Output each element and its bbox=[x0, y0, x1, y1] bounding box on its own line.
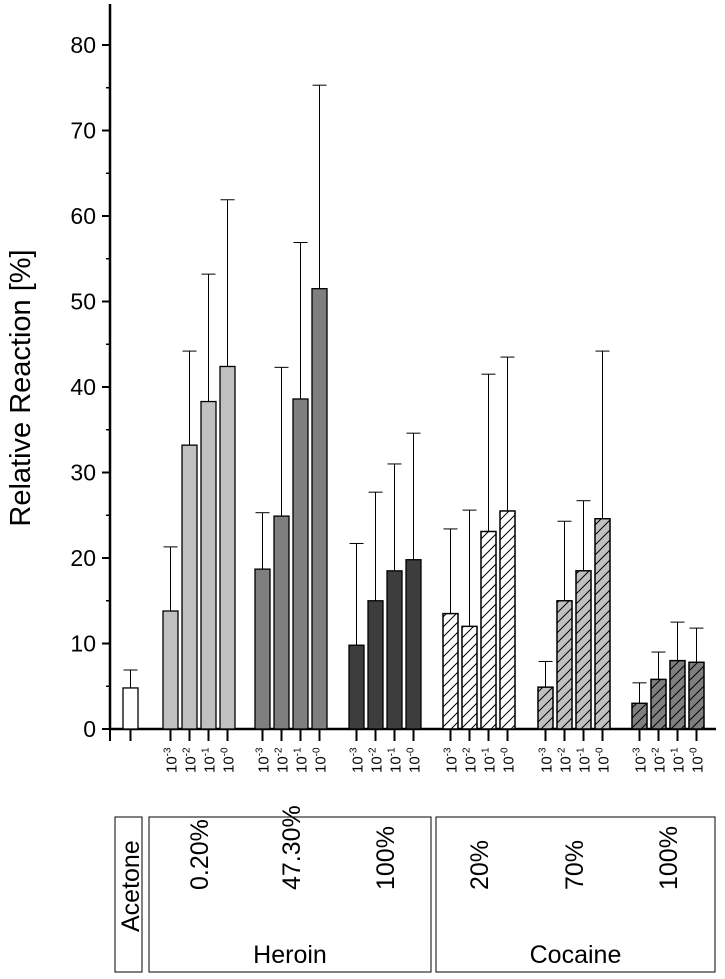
y-tick-label: 0 bbox=[83, 716, 96, 742]
bar bbox=[273, 515, 290, 730]
bar-hatch bbox=[537, 686, 554, 730]
x-tick-label: 10-2 bbox=[462, 747, 480, 773]
x-tick-label: 10-0 bbox=[406, 747, 424, 773]
bar-hatch bbox=[442, 612, 459, 730]
bar bbox=[162, 610, 179, 730]
x-tick-label: 10-2 bbox=[557, 747, 575, 773]
category-box bbox=[114, 816, 143, 973]
purity-label: 0.20% bbox=[186, 819, 214, 890]
bar bbox=[348, 644, 365, 730]
bar bbox=[386, 570, 403, 730]
x-tick-label: 10-0 bbox=[220, 747, 238, 773]
x-tick-label: 10-2 bbox=[274, 747, 292, 773]
x-tick-label: 10-3 bbox=[443, 747, 461, 773]
y-tick-label: 10 bbox=[70, 631, 96, 657]
x-tick-label: 10-0 bbox=[689, 747, 707, 773]
bar-hatch bbox=[461, 625, 478, 730]
category-box bbox=[148, 816, 432, 973]
x-tick-label: 10-0 bbox=[595, 747, 613, 773]
x-tick-label: 10-1 bbox=[481, 747, 499, 773]
bar-hatch bbox=[575, 570, 592, 730]
bar-hatch bbox=[650, 678, 667, 730]
bar bbox=[405, 559, 422, 730]
purity-label: 47.30% bbox=[278, 805, 306, 890]
bar-hatch bbox=[688, 661, 705, 730]
y-axis-label: Relative Reaction [%] bbox=[5, 249, 37, 526]
category-box bbox=[435, 816, 716, 973]
x-tick-label: 10-2 bbox=[182, 747, 200, 773]
y-tick-label: 80 bbox=[70, 32, 96, 58]
category-label: Heroin bbox=[253, 941, 327, 969]
bar bbox=[122, 687, 139, 730]
bar-hatch bbox=[594, 518, 611, 730]
x-tick-label: 10-3 bbox=[255, 747, 273, 773]
x-tick-label: 10-3 bbox=[632, 747, 650, 773]
bar bbox=[181, 444, 198, 730]
purity-label: 70% bbox=[561, 840, 589, 890]
bar bbox=[292, 398, 309, 730]
bar-hatch bbox=[669, 659, 686, 730]
y-tick-label: 20 bbox=[70, 545, 96, 571]
y-tick-label: 50 bbox=[70, 289, 96, 315]
bar-hatch bbox=[480, 530, 497, 730]
bar-hatch bbox=[499, 510, 516, 730]
x-tick-label: 10-3 bbox=[163, 747, 181, 773]
x-tick-label: 10-3 bbox=[538, 747, 556, 773]
x-tick-label: 10-1 bbox=[576, 747, 594, 773]
x-tick-label: 10-0 bbox=[500, 747, 518, 773]
bar-hatch bbox=[631, 702, 648, 730]
purity-label: 100% bbox=[655, 826, 683, 890]
y-tick-label: 60 bbox=[70, 203, 96, 229]
bar bbox=[200, 400, 217, 730]
x-tick-label: 10-1 bbox=[387, 747, 405, 773]
bar bbox=[311, 288, 328, 730]
purity-label: 20% bbox=[466, 840, 494, 890]
x-tick-label: 10-2 bbox=[651, 747, 669, 773]
x-tick-label: 10-2 bbox=[368, 747, 386, 773]
bar bbox=[219, 365, 236, 730]
plot-area: 0102030405060708010-310-210-110-010-310-… bbox=[70, 4, 716, 973]
y-tick-label: 40 bbox=[70, 374, 96, 400]
x-tick-label: 10-3 bbox=[349, 747, 367, 773]
bar-hatch bbox=[556, 600, 573, 730]
category-label: Cocaine bbox=[530, 941, 622, 969]
y-tick-label: 70 bbox=[70, 118, 96, 144]
x-tick-label: 10-0 bbox=[312, 747, 330, 773]
y-tick-label: 30 bbox=[70, 460, 96, 486]
bar bbox=[367, 600, 384, 730]
x-tick-label: 10-1 bbox=[670, 747, 688, 773]
purity-label: 100% bbox=[372, 826, 400, 890]
x-tick-label: 10-1 bbox=[293, 747, 311, 773]
category-label: Acetone bbox=[117, 840, 145, 932]
bar bbox=[254, 568, 271, 730]
x-tick-label: 10-1 bbox=[201, 747, 219, 773]
